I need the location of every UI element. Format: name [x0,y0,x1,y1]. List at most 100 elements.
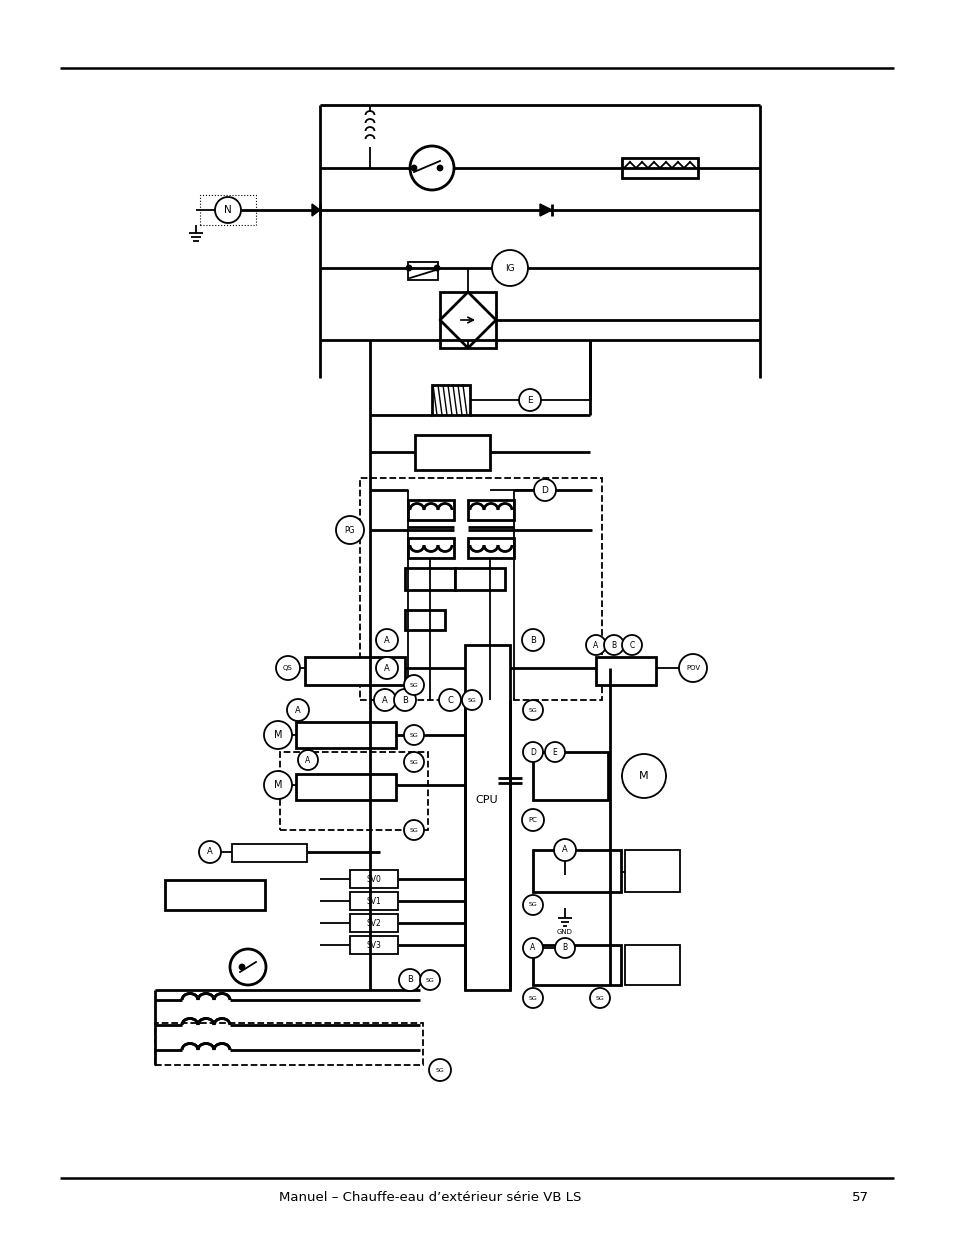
Circle shape [621,755,665,798]
Text: A: A [561,846,567,855]
Circle shape [534,479,556,501]
Text: D: D [541,485,548,494]
Circle shape [522,700,542,720]
Circle shape [287,699,309,721]
Bar [468,538,514,558]
Bar [533,752,607,800]
Text: 57: 57 [851,1192,867,1204]
Text: Manuel – Chauffe-eau d’extérieur série VB LS: Manuel – Chauffe-eau d’extérieur série V… [278,1192,580,1204]
Bar [295,722,395,748]
Bar [408,538,454,558]
Circle shape [214,198,241,224]
Circle shape [375,629,397,651]
Circle shape [585,635,605,655]
Circle shape [403,820,423,840]
Bar [533,945,620,986]
Circle shape [554,839,576,861]
Circle shape [438,689,460,711]
Circle shape [679,655,706,682]
Circle shape [518,389,540,411]
Text: M: M [639,771,648,781]
Circle shape [239,965,244,969]
Text: A: A [384,636,390,645]
Bar [596,657,656,685]
Circle shape [410,146,454,190]
Bar [350,936,397,953]
Circle shape [621,635,641,655]
Bar [621,158,698,178]
Bar [350,914,397,932]
Text: SV3: SV3 [366,941,381,950]
Polygon shape [539,204,552,216]
Circle shape [544,742,564,762]
Bar [405,568,455,590]
Circle shape [434,266,439,270]
Bar [350,892,397,910]
Circle shape [555,939,575,958]
Text: A: A [593,641,598,650]
Circle shape [264,721,292,748]
Bar [174,1018,234,1032]
Text: A: A [207,847,213,857]
Bar [280,752,428,830]
Circle shape [230,948,266,986]
Bar [408,500,454,520]
Text: PG: PG [344,526,355,535]
Circle shape [264,771,292,799]
Text: SG: SG [528,903,537,908]
Circle shape [419,969,439,990]
Circle shape [403,752,423,772]
Text: A: A [305,756,311,764]
Text: B: B [611,641,616,650]
Bar [165,881,265,910]
Circle shape [335,516,364,543]
Text: SG: SG [528,708,537,713]
Bar [359,478,601,700]
Circle shape [375,657,397,679]
Bar [432,385,470,415]
Circle shape [522,939,542,958]
Circle shape [521,809,543,831]
Circle shape [403,676,423,695]
Text: SG: SG [409,683,418,688]
Text: D: D [530,747,536,757]
Circle shape [492,249,527,287]
Text: B: B [562,944,567,952]
Text: SG: SG [409,827,418,832]
Bar [408,262,437,280]
Circle shape [521,629,543,651]
Polygon shape [312,204,319,216]
Circle shape [199,841,221,863]
Circle shape [437,165,442,170]
Bar [305,657,405,685]
Circle shape [603,635,623,655]
Text: GND: GND [557,929,573,935]
Text: SV0: SV0 [366,874,381,883]
Text: B: B [530,636,536,645]
Bar [464,645,510,990]
Text: SG: SG [409,760,418,764]
Text: POV: POV [685,664,700,671]
Text: A: A [382,695,388,704]
Circle shape [406,266,411,270]
Text: C: C [447,695,453,704]
Text: SG: SG [409,732,418,737]
Text: E: E [527,395,533,405]
Bar [415,435,490,471]
Circle shape [522,742,542,762]
Text: N: N [224,205,232,215]
Bar [624,850,679,892]
Text: PC: PC [528,818,537,823]
Text: A: A [530,944,535,952]
Circle shape [403,725,423,745]
Bar [533,850,620,892]
Text: QS: QS [283,664,293,671]
Bar [232,844,307,862]
Text: B: B [401,695,408,704]
Text: IG: IG [505,263,515,273]
Circle shape [297,750,317,769]
Circle shape [398,969,420,990]
Bar [174,993,234,1007]
Circle shape [461,690,481,710]
Bar [200,195,255,225]
